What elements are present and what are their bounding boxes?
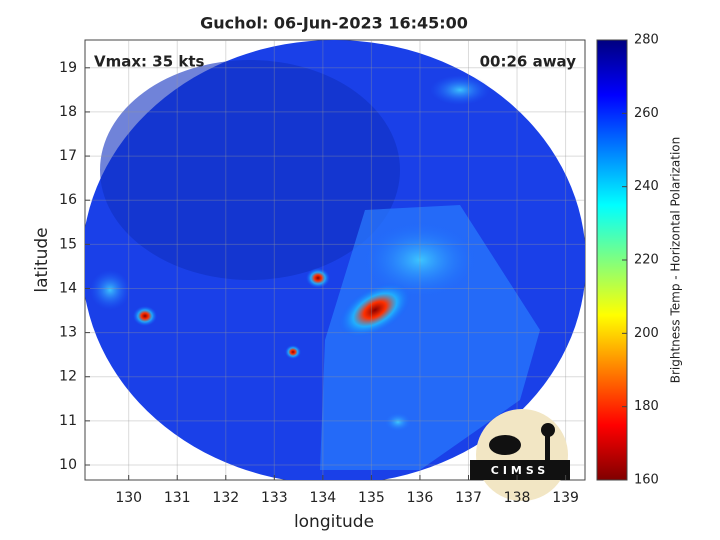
swath-image <box>85 40 585 480</box>
y-tick-label: 11 <box>59 413 77 429</box>
y-tick-label: 13 <box>59 325 77 341</box>
x-tick-label: 133 <box>261 490 288 506</box>
colorbar-tick-label: 200 <box>634 326 659 341</box>
x-tick-label: 134 <box>309 490 336 506</box>
x-axis-label: longitude <box>294 512 374 532</box>
colorbar-tick-label: 220 <box>634 253 659 268</box>
x-tick-label: 138 <box>504 490 531 506</box>
y-tick-label: 17 <box>59 148 77 164</box>
chart-title: Guchol: 06-Jun-2023 16:45:00 <box>200 14 468 33</box>
y-tick-label: 18 <box>59 104 77 120</box>
logo: CIMSS <box>470 409 570 501</box>
colorbar-tick-label: 260 <box>634 106 659 121</box>
x-tick-label: 139 <box>552 490 579 506</box>
x-tick-label: 130 <box>115 490 142 506</box>
colorbar-tick-label: 240 <box>634 179 659 194</box>
x-tick-label: 132 <box>212 490 239 506</box>
annotation: 00:26 away <box>480 53 577 71</box>
y-tick-label: 16 <box>59 192 77 208</box>
y-tick-label: 14 <box>59 280 77 296</box>
colorbar-label: Brightness Temp - Horizontal Polarizatio… <box>669 137 683 384</box>
x-tick-label: 135 <box>358 490 385 506</box>
y-tick-label: 12 <box>59 369 77 385</box>
y-axis-label: latitude <box>32 227 52 292</box>
y-tick-label: 19 <box>59 60 77 76</box>
y-tick-label: 10 <box>59 457 77 473</box>
colorbar-tick-label: 280 <box>634 33 659 48</box>
x-tick-label: 136 <box>407 490 434 506</box>
logo-text: CIMSS <box>491 464 549 477</box>
x-tick-label: 131 <box>164 490 191 506</box>
y-tick-label: 15 <box>59 236 77 252</box>
x-tick-label: 137 <box>455 490 482 506</box>
grid <box>85 40 585 480</box>
annotation: Vmax: 35 kts <box>94 53 204 71</box>
colorbar-tick-label: 160 <box>634 473 659 488</box>
colorbar-tick-label: 180 <box>634 399 659 414</box>
